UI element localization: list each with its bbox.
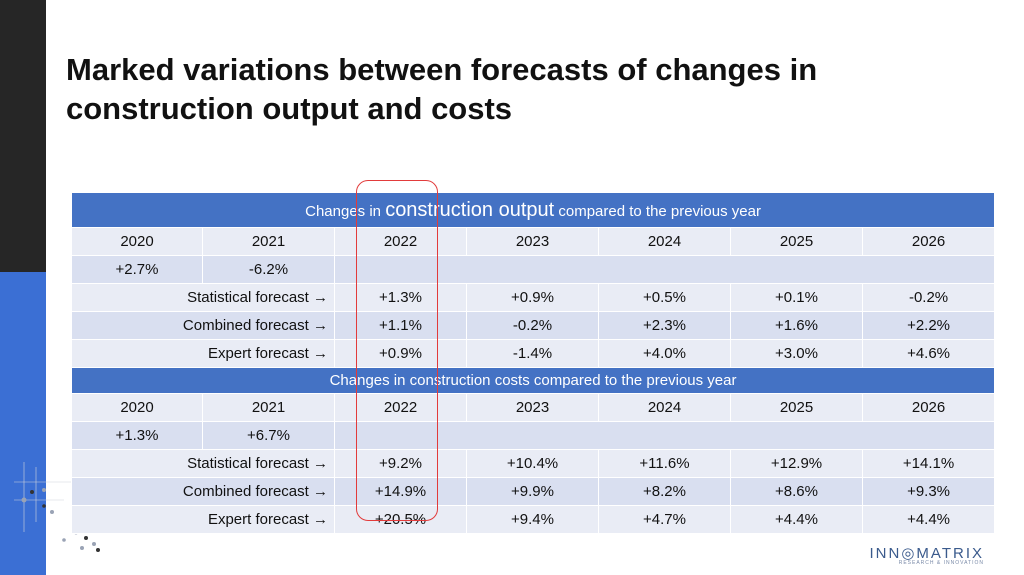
value-cell: +4.4%: [730, 505, 863, 534]
row-label: Expert forecast →: [71, 339, 335, 368]
cost-years-row: 2020 2021 2022 2023 2024 2025 2026: [71, 393, 996, 422]
value-cell: +8.6%: [730, 477, 863, 506]
output-table-header: Changes in construction output compared …: [70, 192, 996, 228]
actual-value-cell: +1.3%: [71, 421, 203, 450]
value-cell: +1.3%: [334, 283, 467, 312]
title-line-1: Marked variations between forecasts of c…: [66, 52, 818, 87]
output-expert-row: Expert forecast → +0.9% -1.4% +4.0% +3.0…: [71, 339, 996, 368]
year-cell: 2026: [861, 227, 996, 256]
value-cell: +0.1%: [730, 283, 863, 312]
year-cell: 2022: [334, 227, 467, 256]
year-cell: 2020: [71, 227, 203, 256]
cost-table-header: Changes in construction costs compared t…: [70, 367, 996, 394]
company-logo: INN◎MATRIX RESEARCH & INNOVATION: [870, 544, 984, 566]
value-cell: +14.1%: [861, 449, 996, 478]
value-cell: +1.1%: [334, 311, 467, 340]
value-cell: +4.7%: [598, 505, 731, 534]
actual-value-cell: +6.7%: [202, 421, 335, 450]
value-cell: -0.2%: [861, 283, 996, 312]
output-combined-row: Combined forecast → +1.1% -0.2% +2.3% +1…: [71, 311, 996, 340]
cost-statistical-row: Statistical forecast → +9.2% +10.4% +11.…: [71, 449, 996, 478]
year-cell: 2020: [71, 393, 203, 422]
row-label: Combined forecast →: [71, 477, 335, 506]
sidebar-blue-band: [0, 272, 46, 575]
blank-cell: [333, 255, 996, 284]
output-years-row: 2020 2021 2022 2023 2024 2025 2026: [71, 227, 996, 256]
value-cell: +10.4%: [466, 449, 599, 478]
output-statistical-row: Statistical forecast → +1.3% +0.9% +0.5%…: [71, 283, 996, 312]
year-cell: 2026: [861, 393, 996, 422]
year-cell: 2024: [598, 227, 731, 256]
value-cell: +2.3%: [598, 311, 731, 340]
value-cell: +3.0%: [730, 339, 863, 368]
year-cell: 2022: [334, 393, 467, 422]
value-cell: +9.2%: [334, 449, 467, 478]
forecast-table: Changes in construction output compared …: [70, 192, 996, 534]
value-cell: +8.2%: [598, 477, 731, 506]
year-cell: 2025: [730, 393, 863, 422]
year-cell: 2021: [202, 393, 335, 422]
value-cell: +14.9%: [334, 477, 467, 506]
value-cell: +4.0%: [598, 339, 731, 368]
value-cell: +0.5%: [598, 283, 731, 312]
cost-expert-row: Expert forecast → +20.5% +9.4% +4.7% +4.…: [71, 505, 996, 534]
year-cell: 2021: [202, 227, 335, 256]
cost-combined-row: Combined forecast → +14.9% +9.9% +8.2% +…: [71, 477, 996, 506]
year-cell: 2023: [466, 393, 599, 422]
cost-actuals-row: +1.3% +6.7%: [71, 421, 996, 450]
value-cell: +4.6%: [861, 339, 996, 368]
actual-value-cell: -6.2%: [202, 255, 335, 284]
value-cell: +2.2%: [861, 311, 996, 340]
value-cell: +20.5%: [334, 505, 467, 534]
value-cell: +0.9%: [334, 339, 467, 368]
year-cell: 2024: [598, 393, 731, 422]
value-cell: +9.3%: [861, 477, 996, 506]
value-cell: -1.4%: [466, 339, 599, 368]
value-cell: +9.9%: [466, 477, 599, 506]
row-label: Combined forecast →: [71, 311, 335, 340]
output-actuals-row: +2.7% -6.2%: [71, 255, 996, 284]
sidebar-dark-band: [0, 0, 46, 272]
blank-cell: [333, 421, 996, 450]
value-cell: +12.9%: [730, 449, 863, 478]
logo-wordmark: INN◎MATRIX: [869, 545, 984, 562]
year-cell: 2025: [730, 227, 863, 256]
value-cell: +4.4%: [861, 505, 996, 534]
value-cell: +1.6%: [730, 311, 863, 340]
value-cell: +9.4%: [466, 505, 599, 534]
row-label: Expert forecast →: [71, 505, 335, 534]
row-label: Statistical forecast →: [71, 449, 335, 478]
actual-value-cell: +2.7%: [71, 255, 203, 284]
value-cell: +0.9%: [466, 283, 599, 312]
year-cell: 2023: [466, 227, 599, 256]
value-cell: -0.2%: [466, 311, 599, 340]
slide-title: Marked variations between forecasts of c…: [66, 50, 946, 128]
logo-tagline: RESEARCH & INNOVATION: [898, 560, 984, 566]
value-cell: +11.6%: [598, 449, 731, 478]
title-line-2: construction output and costs: [66, 91, 513, 126]
row-label: Statistical forecast →: [71, 283, 335, 312]
output-header-emphasis: construction output: [385, 198, 555, 221]
